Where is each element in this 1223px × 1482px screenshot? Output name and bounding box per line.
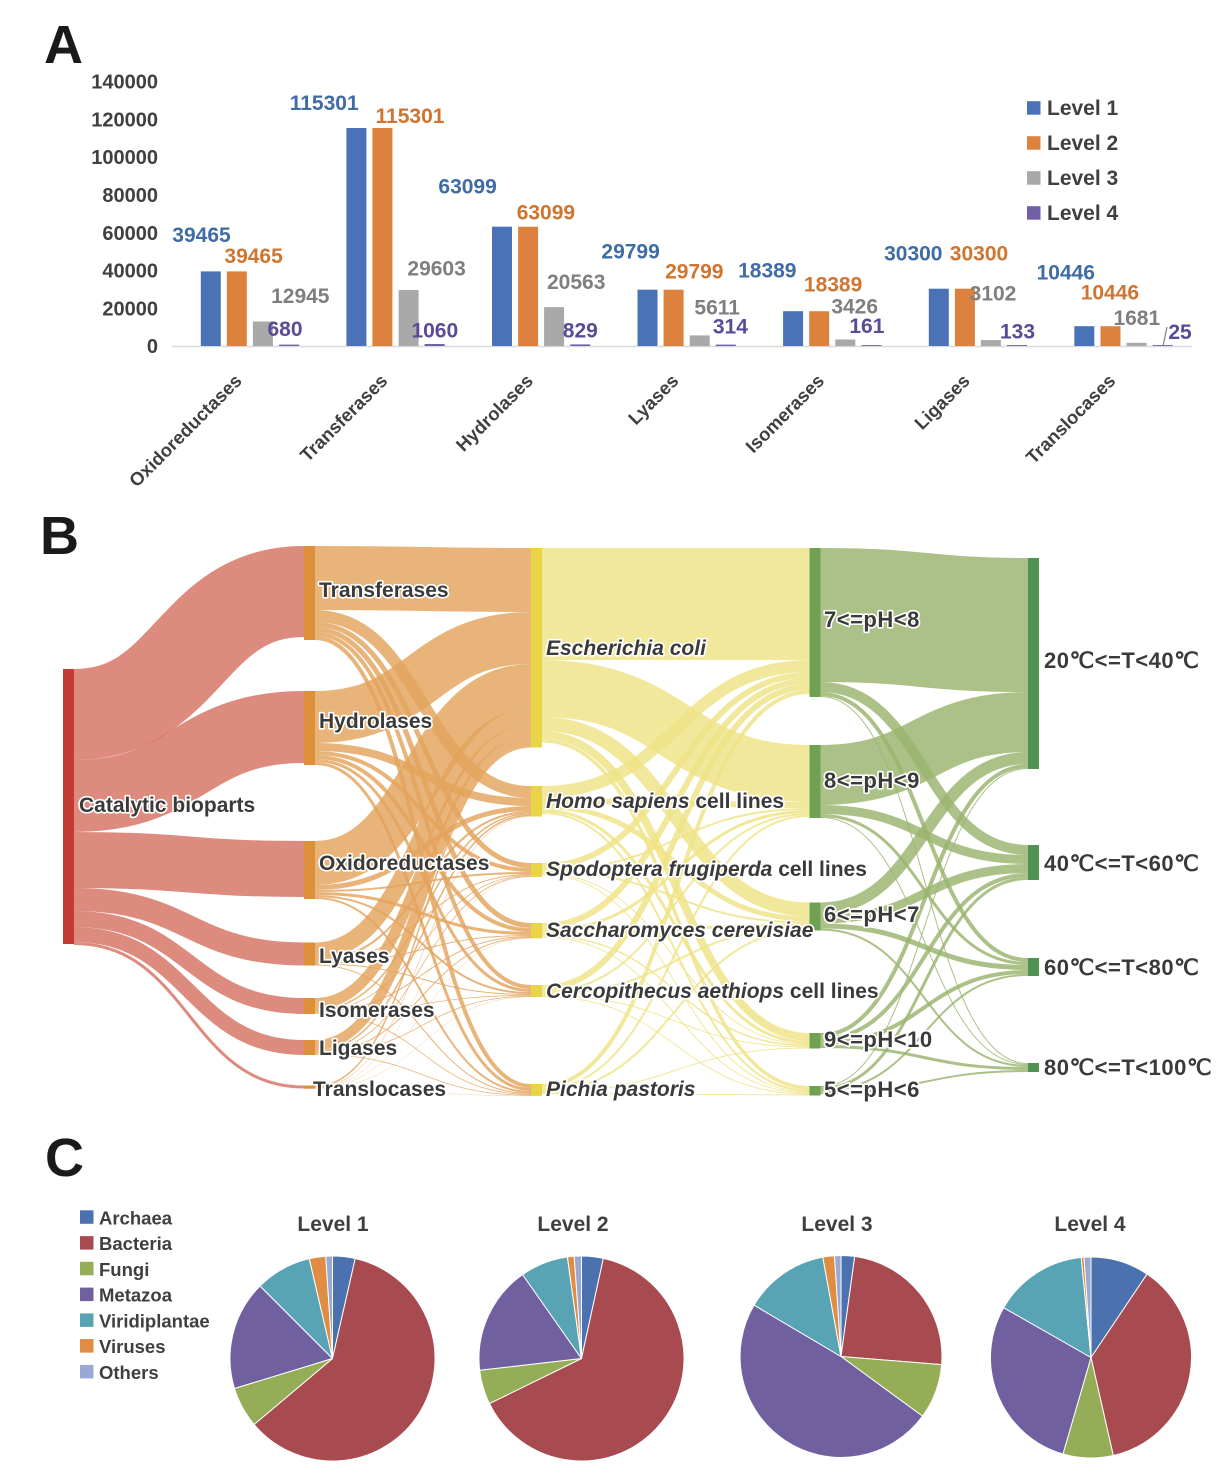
- svg-text:Level 4: Level 4: [1054, 1213, 1126, 1236]
- svg-text:18389: 18389: [738, 259, 796, 282]
- svg-text:20563: 20563: [547, 271, 605, 294]
- svg-text:C: C: [45, 1128, 84, 1188]
- svg-text:Transferases: Transferases: [319, 579, 449, 602]
- svg-text:Level 3: Level 3: [801, 1213, 872, 1236]
- svg-text:115301: 115301: [290, 92, 359, 115]
- svg-text:Level 3: Level 3: [1047, 167, 1118, 190]
- svg-text:Level 2: Level 2: [537, 1213, 608, 1236]
- svg-text:39465: 39465: [172, 224, 231, 247]
- svg-text:9<=pH<10: 9<=pH<10: [824, 1027, 933, 1052]
- svg-text:Hydrolases: Hydrolases: [319, 710, 432, 733]
- svg-text:Viridiplantae: Viridiplantae: [99, 1310, 210, 1331]
- svg-text:Transferases: Transferases: [296, 370, 392, 466]
- svg-text:40℃<=T<60℃: 40℃<=T<60℃: [1044, 851, 1199, 876]
- svg-text:20000: 20000: [102, 298, 158, 320]
- svg-text:Viruses: Viruses: [99, 1336, 166, 1357]
- svg-text:63099: 63099: [517, 201, 575, 224]
- svg-text:7<=pH<8: 7<=pH<8: [824, 607, 920, 632]
- svg-text:140000: 140000: [91, 72, 158, 94]
- svg-text:Isomerases: Isomerases: [741, 370, 828, 457]
- svg-text:Level 2: Level 2: [1047, 132, 1118, 155]
- svg-text:8<=pH<9: 8<=pH<9: [824, 768, 920, 793]
- svg-text:Translocases: Translocases: [1022, 370, 1120, 468]
- svg-text:Others: Others: [99, 1362, 159, 1383]
- svg-text:1681: 1681: [1113, 307, 1160, 330]
- svg-text:12945: 12945: [271, 285, 330, 308]
- svg-text:Level 4: Level 4: [1047, 202, 1119, 225]
- svg-text:30300: 30300: [950, 243, 1008, 266]
- svg-text:29799: 29799: [601, 241, 659, 264]
- svg-text:Fungi: Fungi: [99, 1259, 149, 1280]
- svg-text:133: 133: [1000, 321, 1035, 344]
- svg-text:18389: 18389: [804, 273, 862, 296]
- svg-text:B: B: [40, 506, 79, 566]
- svg-text:10446: 10446: [1037, 262, 1095, 285]
- svg-text:161: 161: [849, 315, 884, 338]
- svg-text:Catalytic bioparts: Catalytic bioparts: [79, 794, 255, 817]
- svg-text:Archaea: Archaea: [99, 1207, 173, 1228]
- svg-text:Cercopithecus aethiops cell li: Cercopithecus aethiops cell lines: [546, 980, 879, 1003]
- svg-text:20℃<=T<40℃: 20℃<=T<40℃: [1044, 648, 1199, 673]
- svg-text:A: A: [44, 15, 83, 75]
- svg-text:Pichia pastoris: Pichia pastoris: [546, 1078, 695, 1101]
- svg-text:10446: 10446: [1081, 282, 1139, 305]
- svg-text:Oxidoreductases: Oxidoreductases: [125, 370, 246, 491]
- svg-text:6<=pH<7: 6<=pH<7: [824, 902, 920, 927]
- svg-text:Translocases: Translocases: [313, 1078, 446, 1101]
- svg-text:100000: 100000: [91, 147, 158, 169]
- svg-text:29799: 29799: [665, 261, 723, 284]
- svg-text:40000: 40000: [102, 261, 158, 283]
- svg-text:1060: 1060: [411, 320, 458, 343]
- svg-text:5611: 5611: [694, 296, 740, 319]
- svg-text:80000: 80000: [102, 185, 158, 207]
- svg-text:Homo sapiens cell lines: Homo sapiens cell lines: [546, 790, 784, 813]
- svg-text:80℃<=T<100℃: 80℃<=T<100℃: [1044, 1055, 1212, 1080]
- svg-text:30300: 30300: [884, 243, 942, 266]
- svg-text:Escherichia coli: Escherichia coli: [546, 637, 707, 660]
- svg-text:29603: 29603: [407, 258, 465, 281]
- svg-text:314: 314: [713, 315, 748, 338]
- svg-text:Metazoa: Metazoa: [99, 1285, 173, 1306]
- svg-text:Level 1: Level 1: [297, 1213, 369, 1236]
- svg-text:Saccharomyces cerevisiae: Saccharomyces cerevisiae: [546, 919, 814, 942]
- svg-text:Lyases: Lyases: [319, 945, 389, 968]
- svg-text:Spodoptera frugiperda cell lin: Spodoptera frugiperda cell lines: [546, 858, 867, 881]
- svg-text:25: 25: [1168, 321, 1192, 344]
- svg-text:Hydrolases: Hydrolases: [452, 370, 537, 455]
- svg-text:63099: 63099: [438, 176, 496, 199]
- svg-text:Oxidoreductases: Oxidoreductases: [319, 852, 489, 875]
- svg-text:5<=pH<6: 5<=pH<6: [824, 1077, 920, 1102]
- svg-text:120000: 120000: [91, 109, 158, 131]
- svg-text:3102: 3102: [970, 283, 1017, 306]
- svg-text:3426: 3426: [831, 296, 878, 319]
- svg-text:39465: 39465: [224, 245, 283, 268]
- svg-text:Lyases: Lyases: [624, 370, 683, 429]
- svg-text:Ligases: Ligases: [910, 370, 974, 434]
- svg-text:60℃<=T<80℃: 60℃<=T<80℃: [1044, 955, 1199, 980]
- svg-text:115301: 115301: [376, 105, 445, 128]
- svg-text:0: 0: [147, 336, 158, 358]
- svg-text:680: 680: [267, 318, 302, 341]
- svg-text:Bacteria: Bacteria: [99, 1233, 173, 1254]
- svg-text:Isomerases: Isomerases: [319, 999, 435, 1022]
- svg-text:829: 829: [563, 320, 598, 343]
- svg-text:Level 1: Level 1: [1047, 97, 1119, 120]
- svg-text:Ligases: Ligases: [319, 1037, 397, 1060]
- svg-text:60000: 60000: [102, 223, 158, 245]
